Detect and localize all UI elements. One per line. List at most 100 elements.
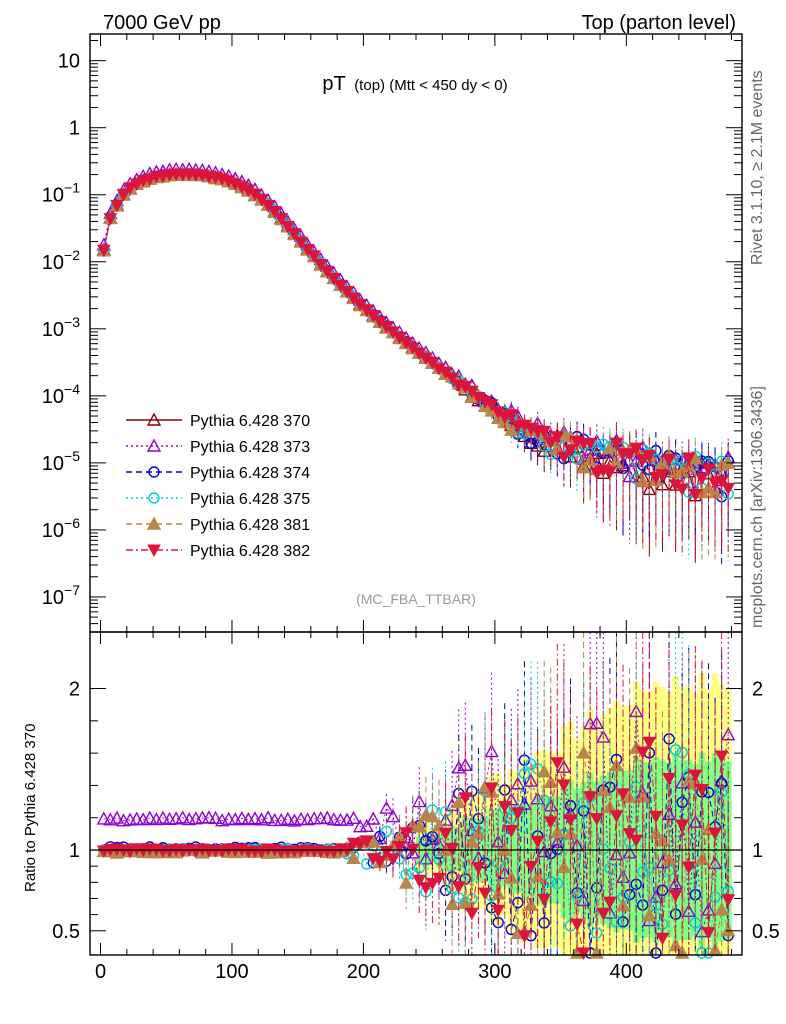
x-tick-label: 400 (610, 961, 643, 983)
header-right: Top (parton level) (581, 12, 736, 34)
legend-label: Pythia 6.428 370 (190, 413, 310, 430)
ratio-point (109, 810, 125, 824)
axes: 0 100 200 300 40010110−110−210−310−410−510−6… (42, 34, 780, 983)
y-tick-label: 10−5 (42, 448, 80, 475)
ratio-point (478, 887, 492, 901)
ratio-point (380, 825, 393, 838)
ratio-point (379, 800, 394, 814)
legend-label: Pythia 6.428 381 (190, 517, 310, 534)
legend-marker (146, 438, 162, 452)
ratio-point (142, 810, 157, 824)
ratio-point (280, 811, 296, 825)
ratio-point (412, 874, 427, 888)
main-point (280, 220, 295, 234)
y-tick-exponent: −4 (64, 381, 80, 397)
ratio-point (681, 903, 696, 918)
ratio-point (576, 745, 591, 759)
ratio-point (379, 846, 394, 859)
y-tick-label: 10−2 (42, 247, 80, 274)
ratio-point (721, 727, 736, 741)
header-left: 7000 GeV pp (103, 12, 221, 34)
mcplots-label: mcplots.cern.ch [arXiv:1306.3436] (749, 386, 766, 628)
analysis-watermark: (MC_FBA_TTBAR) (356, 591, 476, 607)
ratio-point (373, 855, 387, 869)
ratio-y-tick-label-right: 2 (752, 679, 763, 701)
ratio-point (221, 811, 236, 825)
main-point (629, 442, 644, 456)
ratio-point (557, 779, 571, 793)
ratio-point (260, 810, 276, 824)
y-tick-exponent: −1 (64, 180, 80, 196)
legend-label: Pythia 6.428 373 (190, 439, 310, 456)
ratio-point (353, 838, 367, 852)
main-point (557, 451, 571, 465)
x-tick-label: 100 (215, 961, 248, 983)
ratio-point (714, 902, 729, 916)
main-point (721, 482, 736, 496)
x-tick-label: 300 (478, 961, 511, 983)
ratio-point (234, 810, 250, 825)
ratio-point (517, 796, 532, 810)
main-point (571, 453, 583, 465)
plot-title-sub: (top) (Mtt < 450 dy < 0) (354, 77, 507, 94)
x-tick-label: 0 (95, 961, 106, 983)
rivet-label: Rivet 3.1.10, ≥ 2.1M events (749, 70, 766, 265)
ratio-y-tick-label: 0.5 (52, 921, 80, 943)
y-tick-label: 10−1 (42, 180, 80, 207)
ratio-point (458, 792, 473, 805)
ratio-point (609, 810, 624, 823)
main-point (300, 243, 315, 257)
main-point (563, 444, 578, 457)
y-tick-exponent: −5 (64, 448, 80, 464)
y-tick-base: 10 (42, 587, 64, 609)
y-tick-base: 10 (42, 520, 64, 542)
ratio-point (484, 782, 499, 795)
ratio-point (511, 807, 525, 820)
y-tick-label: 10−7 (42, 582, 80, 609)
main-series-line (103, 173, 729, 497)
legend-marker (147, 544, 161, 558)
ratio-y-tick-label-right: 1 (752, 840, 763, 862)
y-tick-label: 10−6 (42, 515, 80, 542)
plot-title: pT (top) (Mtt < 450 dy < 0) (322, 73, 507, 95)
y-tick-exponent: −2 (64, 247, 80, 263)
x-tick-label: 200 (347, 961, 380, 983)
y-tick-label: 10−4 (42, 381, 80, 408)
y-tick-base: 10 (42, 319, 64, 341)
y-tick-base: 10 (42, 453, 64, 475)
ratio-point (589, 715, 604, 730)
legend-label: Pythia 6.428 375 (190, 491, 310, 508)
ratio-point (385, 809, 401, 823)
ratio-point (695, 784, 709, 797)
main-point (96, 244, 111, 258)
main-point (313, 258, 328, 272)
legend-label: Pythia 6.428 374 (190, 465, 310, 482)
y-tick-label: 10 (58, 51, 80, 73)
ratio-point (96, 811, 111, 825)
main-plot-data (96, 161, 736, 564)
ratio-point (320, 810, 335, 824)
plot-title-main: pT (322, 73, 345, 95)
ratio-point (366, 811, 381, 825)
ratio-point (444, 896, 460, 910)
y-tick-exponent: −3 (64, 314, 80, 330)
ratio-point (175, 810, 190, 824)
ratio-point (300, 812, 315, 826)
ratio-y-tick-label: 1 (69, 840, 80, 862)
ratio-point (372, 830, 388, 845)
ratio-y-label: Ratio to Pythia 6.428 370 (22, 724, 39, 892)
ratio-series-line (103, 748, 729, 955)
y-tick-exponent: −7 (64, 582, 80, 598)
y-tick-base: 10 (42, 185, 64, 207)
y-tick-base: 10 (42, 386, 64, 408)
legend-marker (148, 466, 160, 478)
ratio-point (451, 760, 466, 774)
ratio-point (247, 811, 263, 825)
ratio-point (523, 773, 539, 787)
y-tick-exponent: −6 (64, 515, 80, 531)
ratio-point (129, 811, 144, 825)
main-point (274, 213, 289, 226)
ratio-point (701, 927, 716, 940)
ratio-point (616, 788, 630, 801)
